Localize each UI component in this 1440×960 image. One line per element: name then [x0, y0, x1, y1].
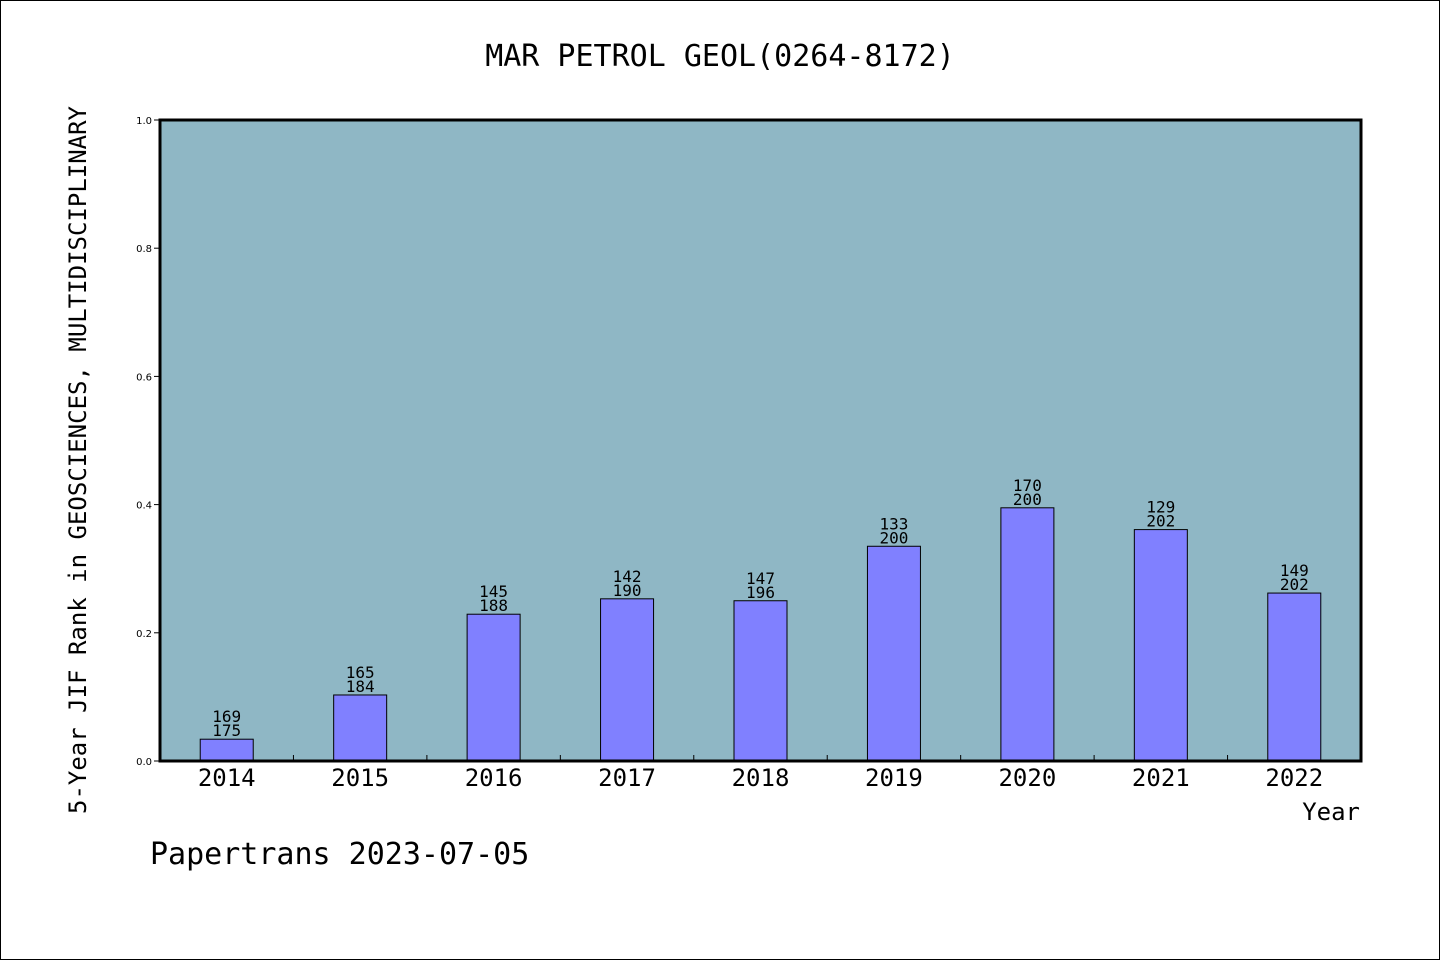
bar-2021	[1133, 529, 1188, 762]
bar-rank-label: 169	[212, 707, 241, 726]
bar-rank-label: 142	[613, 567, 642, 586]
x-tick-label: 2019	[865, 764, 923, 792]
bar-total-label: 196	[746, 583, 775, 602]
y-tick-label: 1.0	[136, 116, 152, 127]
bar-labels-group: 1691751651841451881421901471961332001702…	[212, 476, 1308, 740]
bar-total-label: 190	[613, 581, 642, 600]
bar-rank-label: 149	[1280, 561, 1309, 580]
bar-2019	[866, 545, 921, 762]
x-tick-label: 2016	[465, 764, 523, 792]
bar-2015	[333, 694, 388, 762]
bar-2014	[199, 738, 254, 762]
y-tick-label: 0.4	[136, 501, 152, 512]
bar-2020	[1000, 507, 1055, 762]
bar-rank-label: 145	[479, 582, 508, 601]
bar-total-label: 188	[479, 596, 508, 615]
bar-2018	[733, 600, 788, 762]
y-tick-label: 0.0	[136, 757, 152, 768]
y-tick-label: 0.8	[136, 244, 152, 255]
y-tick-label: 0.6	[136, 372, 152, 383]
bar-2017	[600, 598, 655, 762]
x-tick-label: 2021	[1132, 764, 1190, 792]
x-tick-label: 2022	[1265, 764, 1323, 792]
bar-total-label: 175	[212, 721, 241, 740]
bar-total-label: 184	[346, 677, 375, 696]
bar-rank-label: 170	[1013, 476, 1042, 495]
bar-total-label: 200	[1013, 490, 1042, 509]
y-tick-label: 0.2	[136, 629, 152, 640]
bar-rank-label: 147	[746, 569, 775, 588]
x-tick-label: 2014	[198, 764, 256, 792]
footer-credit: Papertrans 2023-07-05	[150, 837, 529, 872]
bar-rank-label: 165	[346, 663, 375, 682]
x-axis: 2014 2015 2016 2017 2018 2019 2020 2021 2022	[198, 755, 1323, 792]
bar-rank-label: 133	[879, 514, 908, 533]
plot-border	[158, 118, 1363, 763]
x-tick-label: 2018	[732, 764, 790, 792]
x-tick-label: 2015	[331, 764, 389, 792]
bar-total-label: 200	[879, 528, 908, 547]
x-tick-label: 2020	[998, 764, 1056, 792]
chart-title: MAR PETROL GEOL(0264-8172)	[485, 39, 955, 74]
x-tick-label: 2017	[598, 764, 656, 792]
y-axis: 0.0 0.2 0.4 0.6 0.8 1.0	[136, 116, 160, 768]
bar-total-label: 202	[1280, 575, 1309, 594]
bar-2016	[466, 613, 521, 762]
bar-rank-label: 129	[1146, 498, 1175, 517]
bars-group	[199, 507, 1322, 762]
bar-total-label: 202	[1146, 512, 1175, 531]
y-axis-label: 5-Year JIF Rank in GEOSCIENCES, MULTIDIS…	[64, 105, 92, 814]
bar-2022	[1267, 592, 1322, 762]
x-axis-label: Year	[1302, 798, 1360, 826]
